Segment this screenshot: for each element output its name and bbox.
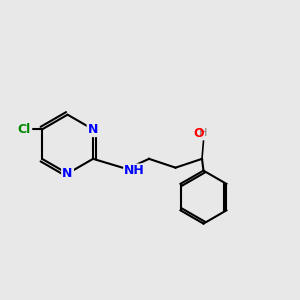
Text: N: N xyxy=(62,167,73,180)
Text: O: O xyxy=(194,127,204,140)
Text: H: H xyxy=(199,128,208,138)
Text: NH: NH xyxy=(124,164,145,177)
Text: N: N xyxy=(88,123,98,136)
Text: Cl: Cl xyxy=(18,123,31,136)
